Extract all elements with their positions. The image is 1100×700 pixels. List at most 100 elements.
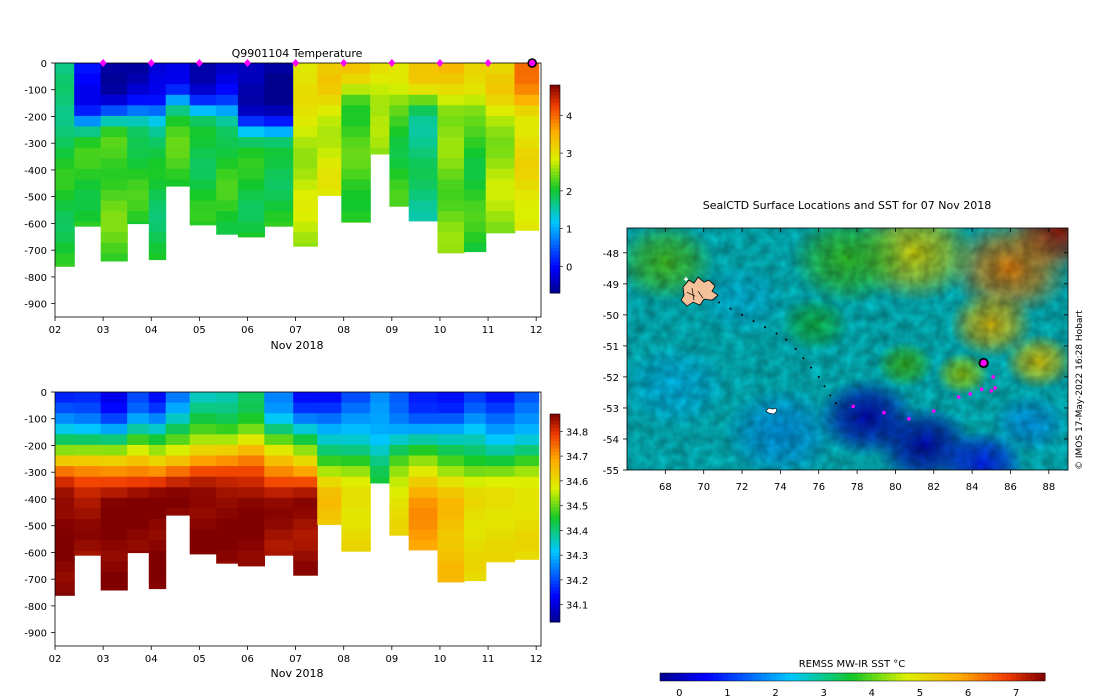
section-cell [189,211,217,223]
section-cell [216,402,239,414]
section-cell [148,94,167,106]
sst-colorbar-swatch [996,673,1003,681]
temperature-x-label: Nov 2018 [271,339,324,352]
section-cell [148,582,167,590]
section-cell [55,221,75,233]
track-point-recent [882,410,886,415]
section-cell [408,105,439,117]
sst-colorbar-swatch [977,673,983,681]
section-cell [237,73,265,85]
colorbar-swatch [550,171,560,176]
profile-marker [484,59,492,67]
temperature-y-axis: 0 -100 -200 -300 -400 -500 -600 -700 -800 -900 [24,59,55,311]
sst-colorbar-swatch [862,673,868,681]
section-cell [293,402,318,414]
colorbar-swatch [550,157,560,162]
section-cell [464,168,487,180]
section-cell [189,550,217,555]
section-cell [389,392,410,404]
section-cell [341,413,371,425]
sst-colorbar-swatch [780,673,786,681]
section-cell [437,126,465,138]
section-cell [464,63,487,75]
section-cell [437,434,465,446]
section-cell [165,423,191,435]
section-cell [148,105,167,117]
sst-colorbar-label: REMSS MW-IR SST °C [799,659,906,670]
colorbar-swatch [550,618,560,623]
x-tick-label: 09 [385,325,398,336]
section-cell [437,137,465,149]
section-cell [55,232,75,244]
section-cell [317,126,342,138]
section-cell [464,497,487,509]
colorbar-tick-label: 34.5 [566,502,588,513]
section-cell [437,487,465,499]
current-profile-marker [527,58,537,68]
section-cell [216,529,239,541]
sst-colorbar-swatch [804,673,810,681]
lat-tick-label: -50 [603,311,619,322]
section-cell [341,73,371,85]
colorbar-swatch [550,570,560,574]
section-cell [464,190,487,202]
section-cell [100,455,128,467]
seal-track [718,301,997,421]
section-cell [370,105,390,117]
section-cell [127,115,150,128]
section-cell [389,487,410,499]
x-tick-label: 03 [97,325,110,336]
section-cell [100,476,128,488]
section-cell [514,519,540,531]
y-tick-label: -600 [24,548,47,559]
section-cell [74,550,102,556]
section-cell [293,434,318,446]
colorbar-swatch [550,123,560,128]
section-cell [127,423,150,435]
section-cell [408,190,439,202]
section-cell [341,137,371,149]
section-cell [514,179,540,191]
section-cell [74,63,102,75]
section-cell [485,434,516,446]
y-tick-label: -900 [24,300,47,311]
colorbar-swatch [550,417,560,422]
sst-colorbar-swatch [876,673,882,681]
section-cell [55,147,75,159]
colorbar-swatch [550,202,560,207]
section-cell [370,444,390,457]
colorbar-swatch [550,199,560,204]
section-cell [100,179,128,191]
section-cell [148,200,167,212]
section-cell [165,179,191,187]
section-cell [464,73,487,85]
y-tick-label: -200 [24,112,47,123]
section-cell [165,94,191,106]
section-cell [485,466,516,478]
section-cell [485,115,516,128]
section-cell [341,63,371,75]
sst-colorbar-swatch [814,673,820,681]
section-cell [437,413,465,425]
colorbar-tick-label: 34.2 [566,576,588,587]
colorbar-tick-label: 34.4 [566,526,588,537]
section-cell [293,105,318,117]
section-cell [100,200,128,212]
lon-tick-label: 80 [889,482,902,493]
section-cell [437,105,465,117]
colorbar-swatch [550,275,560,280]
section-cell [389,158,410,170]
section-cell [55,392,75,404]
section-cell [514,434,540,446]
section-cell [148,73,167,85]
sst-colorbar-tick-label: 3 [820,688,826,699]
sst-colorbar-swatch [770,673,776,681]
sst-colorbar-swatch [895,673,902,681]
section-cell [514,455,540,467]
section-cell [485,519,516,531]
section-cell [237,466,265,478]
section-cell [464,137,487,149]
colorbar-swatch [550,594,560,599]
colorbar-swatch [550,469,560,474]
section-cell [389,455,410,467]
